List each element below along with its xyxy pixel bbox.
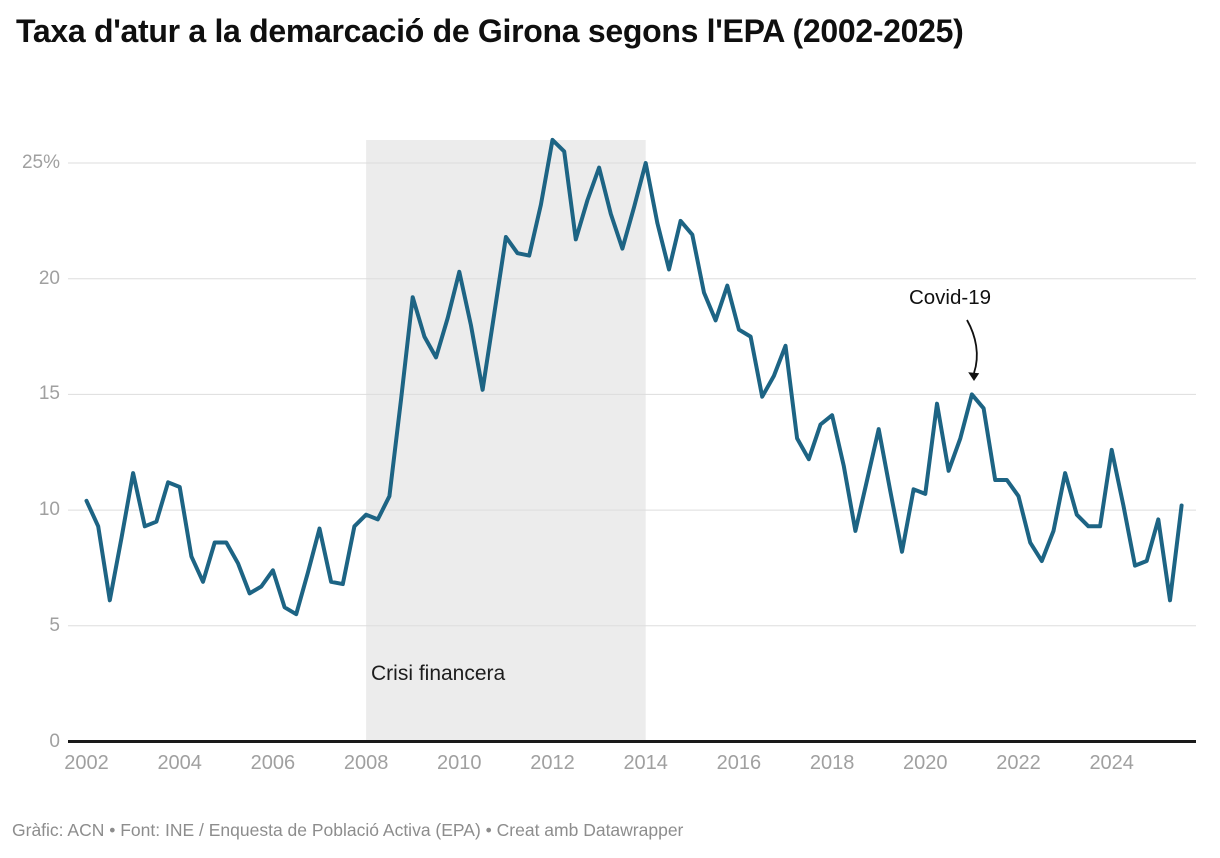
x-tick-label: 2012 — [530, 752, 575, 774]
footer-credits: Gràfic: ACN • Font: INE / Enquesta de Po… — [12, 820, 684, 840]
x-tick-label: 2022 — [996, 752, 1041, 774]
crisis-shaded-region — [366, 140, 646, 742]
x-tick-label: 2010 — [437, 752, 482, 774]
x-tick-label: 2016 — [716, 752, 762, 774]
x-tick-label: 2018 — [809, 752, 855, 774]
x-tick-label: 2020 — [903, 752, 948, 774]
chart-svg — [68, 137, 1196, 743]
x-tick-label: 2002 — [64, 752, 109, 774]
gridlines — [68, 162, 1196, 743]
y-tick-label: 25% — [21, 152, 60, 173]
x-tick-label: 2008 — [343, 752, 389, 774]
y-tick-label: 5 — [49, 614, 60, 636]
covid-annotation-label: Covid-19 — [908, 286, 992, 309]
crisis-region-label: Crisi financera — [371, 662, 506, 685]
chart-title: Taxa d'atur a la demarcació de Girona se… — [16, 13, 964, 49]
unemployment-line — [84, 137, 1184, 617]
x-tick-label: 2004 — [157, 752, 202, 774]
y-tick-label: 15 — [38, 383, 60, 405]
x-tick-label: 2024 — [1089, 752, 1134, 774]
y-tick-label: 10 — [38, 499, 60, 521]
y-tick-label: 0 — [49, 730, 60, 752]
y-tick-label: 20 — [38, 267, 60, 289]
x-tick-label: 2014 — [623, 752, 668, 774]
plot-area: 0 5 10 15 20 25% 2002 2004 2006 2008 2010 2012 2014… — [21, 137, 1196, 774]
covid-arrow — [966, 319, 980, 381]
x-tick-label: 2006 — [250, 752, 296, 774]
